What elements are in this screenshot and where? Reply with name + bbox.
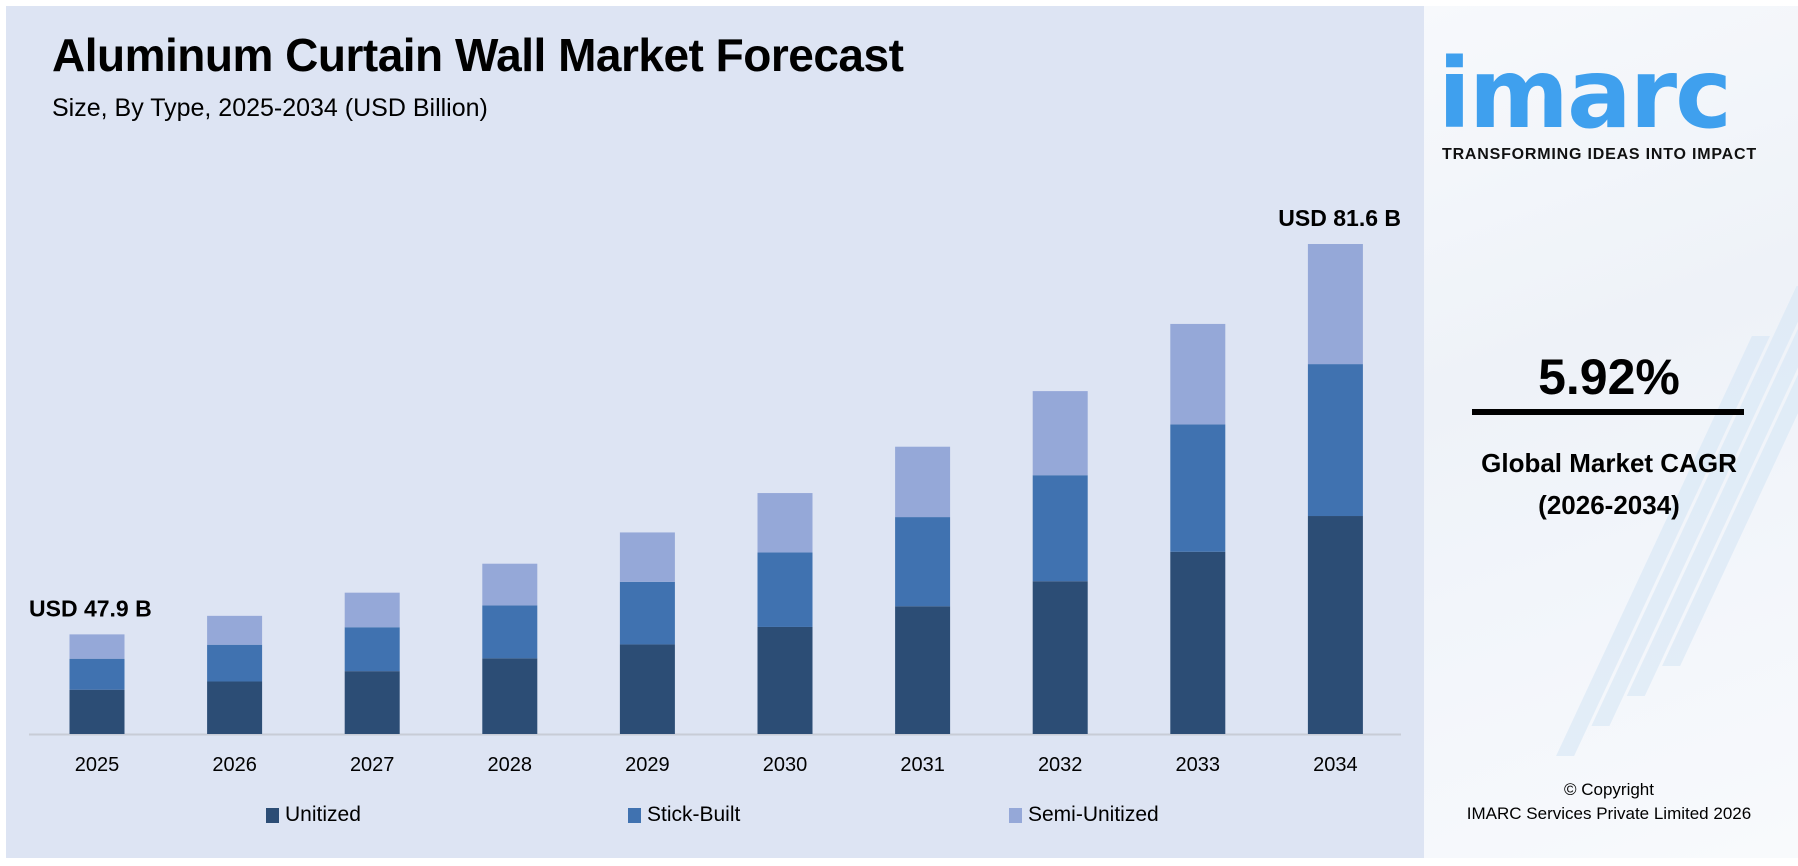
bar-stick-built-2026 xyxy=(207,644,263,682)
legend-swatch xyxy=(266,807,279,823)
legend-swatch xyxy=(1009,807,1022,823)
bar-stick-built-2031 xyxy=(895,517,951,607)
x-tick-label: 2034 xyxy=(1313,754,1358,776)
legend-label: Unitized xyxy=(285,803,361,826)
legend: Unitized Stick-Built Semi-Unitized xyxy=(0,803,1424,831)
legend-label: Semi-Unitized xyxy=(1028,803,1159,826)
chart-subtitle: Size, By Type, 2025-2034 (USD Billion) xyxy=(52,94,488,122)
bar-semi-unitized-2029 xyxy=(619,532,675,582)
bar-stick-built-2030 xyxy=(757,552,813,627)
data-label: USD 47.9 B xyxy=(29,595,152,621)
bar-semi-unitized-2028 xyxy=(482,563,538,606)
legend-label: Stick-Built xyxy=(647,803,741,826)
legend-item-stick-built: Stick-Built xyxy=(628,803,740,827)
bar-semi-unitized-2032 xyxy=(1032,391,1088,476)
bar-semi-unitized-2033 xyxy=(1170,323,1226,425)
legend-swatch xyxy=(628,807,641,823)
chart-title: Aluminum Curtain Wall Market Forecast xyxy=(52,29,904,81)
bar-semi-unitized-2027 xyxy=(344,592,400,628)
cagr-value: 5.92% xyxy=(1538,349,1680,405)
bar-semi-unitized-2031 xyxy=(895,446,951,518)
copyright-text: © Copyright xyxy=(1563,780,1654,799)
bar-unitized-2034 xyxy=(1307,516,1363,734)
cagr-period: (2026-2034) xyxy=(1538,490,1680,520)
data-label: USD 81.6 B xyxy=(1278,205,1401,231)
bar-stick-built-2029 xyxy=(619,581,675,645)
bar-semi-unitized-2025 xyxy=(69,634,125,659)
divider xyxy=(1472,409,1744,415)
x-tick-label: 2032 xyxy=(1038,754,1083,776)
copyright: © Copyright IMARC Services Private Limit… xyxy=(1424,778,1794,826)
bar-unitized-2033 xyxy=(1170,551,1226,734)
bar-stick-built-2027 xyxy=(344,627,400,672)
bar-unitized-2028 xyxy=(482,658,538,734)
tagline: TRANSFORMING IDEAS INTO IMPACT xyxy=(1442,146,1757,163)
bar-semi-unitized-2034 xyxy=(1307,244,1363,365)
x-tick-label: 2026 xyxy=(212,754,257,776)
bar-semi-unitized-2026 xyxy=(207,615,263,645)
x-tick-label: 2027 xyxy=(350,754,395,776)
bar-unitized-2031 xyxy=(895,606,951,734)
bar-stick-built-2034 xyxy=(1307,364,1363,517)
x-tick-label: 2028 xyxy=(488,754,533,776)
bar-unitized-2026 xyxy=(207,681,263,734)
info-panel: imarc TRANSFORMING IDEAS INTO IMPACT 5.9… xyxy=(1424,6,1798,858)
bar-unitized-2025 xyxy=(69,689,125,734)
bar-stick-built-2025 xyxy=(69,658,125,690)
bar-stick-built-2032 xyxy=(1032,475,1088,582)
bar-chart: 2025 USD 47.9 B 2026 2027 2028 2029 2030 2031 20… xyxy=(29,205,1401,776)
x-tick-label: 2031 xyxy=(900,754,945,776)
company-name: IMARC Services Private Limited 2026 xyxy=(1466,804,1752,823)
legend-item-semi-unitized: Semi-Unitized xyxy=(1009,803,1159,827)
x-tick-label: 2030 xyxy=(763,754,808,776)
bar-unitized-2030 xyxy=(757,626,813,734)
x-tick-label: 2025 xyxy=(75,754,120,776)
bar-unitized-2029 xyxy=(619,644,675,734)
cagr-label-text: Global Market CAGR xyxy=(1481,448,1737,478)
legend-item-unitized: Unitized xyxy=(266,803,361,827)
bar-semi-unitized-2030 xyxy=(757,493,813,553)
bar-unitized-2032 xyxy=(1032,581,1088,734)
bar-unitized-2027 xyxy=(344,671,400,734)
bar-stick-built-2028 xyxy=(482,605,538,659)
cagr-label: Global Market CAGR (2026-2034) xyxy=(1424,442,1794,526)
x-tick-label: 2029 xyxy=(625,754,670,776)
bar-stick-built-2033 xyxy=(1170,424,1226,552)
imarc-logo: imarc xyxy=(1438,38,1732,150)
x-tick-label: 2033 xyxy=(1176,754,1221,776)
